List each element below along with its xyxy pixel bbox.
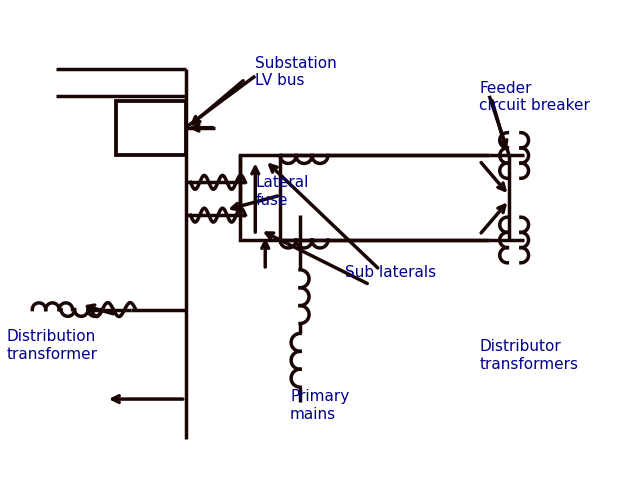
Text: Substation
LV bus: Substation LV bus bbox=[255, 56, 337, 89]
Text: Sub laterals: Sub laterals bbox=[345, 265, 436, 280]
Text: Distribution
transformer: Distribution transformer bbox=[6, 330, 97, 362]
Text: Lateral
fuse: Lateral fuse bbox=[255, 175, 308, 208]
Bar bbox=[240, 156, 280, 240]
Text: Primary
mains: Primary mains bbox=[290, 389, 349, 422]
Text: Distributor
transformers: Distributor transformers bbox=[480, 340, 578, 372]
Text: Feeder
circuit breaker: Feeder circuit breaker bbox=[480, 81, 590, 114]
Bar bbox=[116, 101, 186, 156]
